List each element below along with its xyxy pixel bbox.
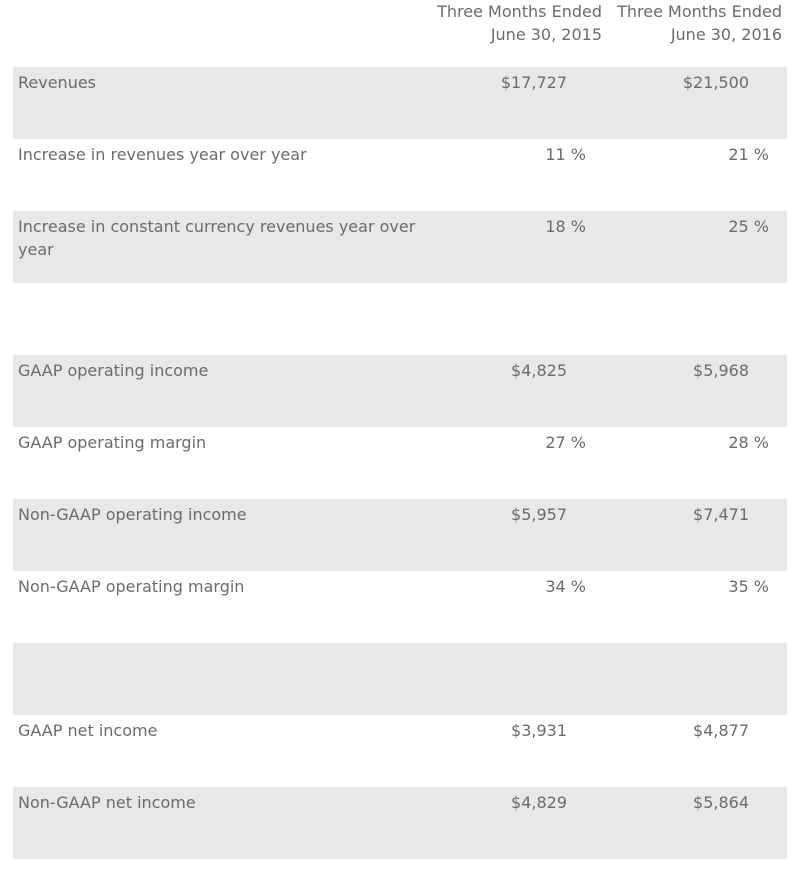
value-2016: 21 % bbox=[728, 145, 769, 164]
row-label: Non-GAAP net income bbox=[18, 793, 196, 812]
column-header-line: Three Months Ended bbox=[617, 2, 782, 21]
value-2016: $4,877 bbox=[693, 721, 749, 740]
row-label: Increase in revenues year over year bbox=[18, 145, 307, 164]
table-row: Revenues $17,727 $21,500 bbox=[13, 67, 787, 139]
row-label: Non-GAAP operating margin bbox=[18, 577, 245, 596]
column-header-q2-2015: Three Months Ended June 30, 2015 bbox=[422, 0, 602, 46]
value-2015: $17,727 bbox=[500, 73, 567, 92]
value-2015: 34 % bbox=[545, 577, 586, 596]
table-row: Non-GAAP operating margin 34 % 35 % bbox=[13, 571, 787, 643]
value-2016: 25 % bbox=[728, 217, 769, 236]
row-label: Revenues bbox=[18, 73, 97, 92]
row-label: GAAP net income bbox=[18, 721, 158, 740]
value-2015: $3,931 bbox=[511, 721, 567, 740]
value-2016: 35 % bbox=[728, 577, 769, 596]
value-2015: $4,829 bbox=[511, 793, 567, 812]
column-header-line: June 30, 2016 bbox=[670, 25, 782, 44]
table-row bbox=[13, 643, 787, 715]
financial-table: Revenues $17,727 $21,500 Increase in rev… bbox=[13, 67, 787, 859]
value-2016: $21,500 bbox=[682, 73, 749, 92]
table-row: Non-GAAP net income $4,829 $5,864 bbox=[13, 787, 787, 859]
column-header-q2-2016: Three Months Ended June 30, 2016 bbox=[602, 0, 782, 46]
row-label: GAAP operating margin bbox=[18, 433, 207, 452]
value-2015: 27 % bbox=[545, 433, 586, 452]
table-row bbox=[13, 283, 787, 355]
value-2015: $5,957 bbox=[511, 505, 567, 524]
table-row: GAAP operating income $4,825 $5,968 bbox=[13, 355, 787, 427]
value-2016: $7,471 bbox=[693, 505, 749, 524]
row-label: Non-GAAP operating income bbox=[18, 505, 247, 524]
value-2015: 11 % bbox=[545, 145, 586, 164]
table-row: Non-GAAP operating income $5,957 $7,471 bbox=[13, 499, 787, 571]
table-row: Increase in revenues year over year 11 %… bbox=[13, 139, 787, 211]
value-2016: $5,864 bbox=[693, 793, 749, 812]
value-2015: 18 % bbox=[545, 217, 586, 236]
value-2015: $4,825 bbox=[511, 361, 567, 380]
value-2016: $5,968 bbox=[693, 361, 749, 380]
row-label: GAAP operating income bbox=[18, 361, 209, 380]
row-label: Increase in constant currency revenues y… bbox=[18, 217, 416, 259]
table-row: GAAP net income $3,931 $4,877 bbox=[13, 715, 787, 787]
column-header-line: Three Months Ended bbox=[437, 2, 602, 21]
table-header: Three Months Ended June 30, 2015 Three M… bbox=[0, 0, 800, 60]
table-row: GAAP operating margin 27 % 28 % bbox=[13, 427, 787, 499]
column-header-line: June 30, 2015 bbox=[490, 25, 602, 44]
value-2016: 28 % bbox=[728, 433, 769, 452]
table-row: Increase in constant currency revenues y… bbox=[13, 211, 787, 283]
